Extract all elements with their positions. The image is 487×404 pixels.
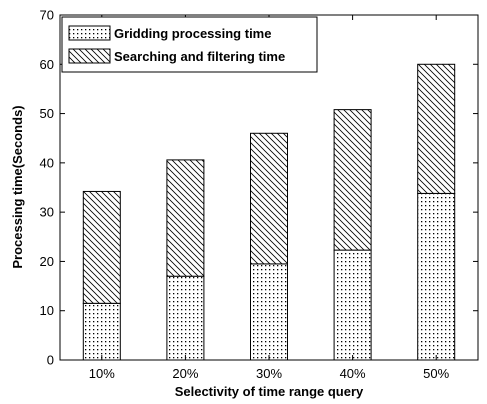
x-tick-label: 20% [172,366,198,381]
y-tick-label: 0 [47,353,54,368]
bar-searching-10pct [82,190,121,304]
x-axis-ticks: 10% 20% 30% 40% 50% [89,15,450,381]
y-tick-label: 70 [40,8,54,23]
y-tick-label: 50 [40,106,54,121]
bar-gridding-10pct [82,302,121,361]
y-tick-label: 40 [40,155,54,170]
x-tick-label: 40% [340,366,366,381]
bar-searching-50pct [417,63,456,194]
y-axis-label: Processing time(Seconds) [10,105,25,268]
y-tick-label: 30 [40,205,54,220]
legend-swatch-gridding [68,25,111,41]
y-tick-label: 20 [40,254,54,269]
bar-searching-20pct [166,159,205,277]
y-tick-label: 60 [40,57,54,72]
bar-gridding-40pct [333,249,372,361]
bars [82,63,456,361]
legend-label-gridding: Gridding processing time [114,26,271,41]
legend: Gridding processing time Searching and f… [61,16,318,73]
legend-swatch-searching [68,48,111,64]
x-tick-label: 50% [423,366,449,381]
bar-searching-30pct [250,132,288,265]
bar-gridding-50pct [417,192,456,361]
x-axis-label: Selectivity of time range query [175,384,364,399]
legend-label-searching: Searching and filtering time [114,49,285,64]
y-tick-label: 10 [40,303,54,318]
x-tick-label: 10% [89,366,115,381]
bar-searching-40pct [333,109,372,251]
bar-gridding-30pct [250,263,288,361]
x-tick-label: 30% [256,366,282,381]
bar-gridding-20pct [166,275,205,361]
